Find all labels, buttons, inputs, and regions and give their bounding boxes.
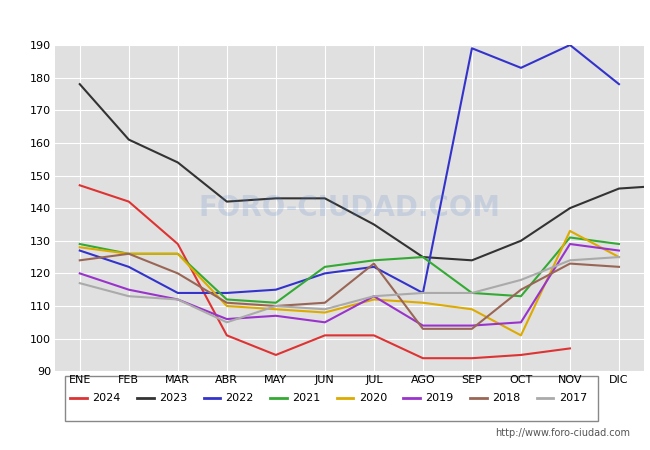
Text: 2021: 2021 (292, 393, 320, 403)
Text: FORO-CIUDAD.COM: FORO-CIUDAD.COM (198, 194, 500, 222)
Text: 2023: 2023 (159, 393, 187, 403)
Text: http://www.foro-ciudad.com: http://www.foro-ciudad.com (495, 428, 630, 438)
Text: 2019: 2019 (426, 393, 454, 403)
Text: 2024: 2024 (92, 393, 121, 403)
Text: 2018: 2018 (492, 393, 520, 403)
Text: 2017: 2017 (559, 393, 587, 403)
Text: Afiliados en Rubite a 30/11/2024: Afiliados en Rubite a 30/11/2024 (178, 11, 472, 29)
Text: 2022: 2022 (226, 393, 254, 403)
Text: 2020: 2020 (359, 393, 387, 403)
